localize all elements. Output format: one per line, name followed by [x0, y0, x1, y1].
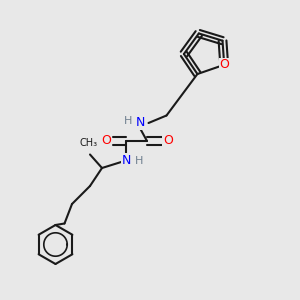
Text: H: H: [134, 156, 143, 166]
Text: N: N: [121, 154, 131, 167]
Text: O: O: [163, 134, 173, 148]
Text: H: H: [124, 116, 132, 127]
Text: CH₃: CH₃: [80, 139, 98, 148]
Text: O: O: [219, 58, 229, 71]
Text: O: O: [102, 134, 111, 148]
Text: N: N: [135, 116, 145, 130]
